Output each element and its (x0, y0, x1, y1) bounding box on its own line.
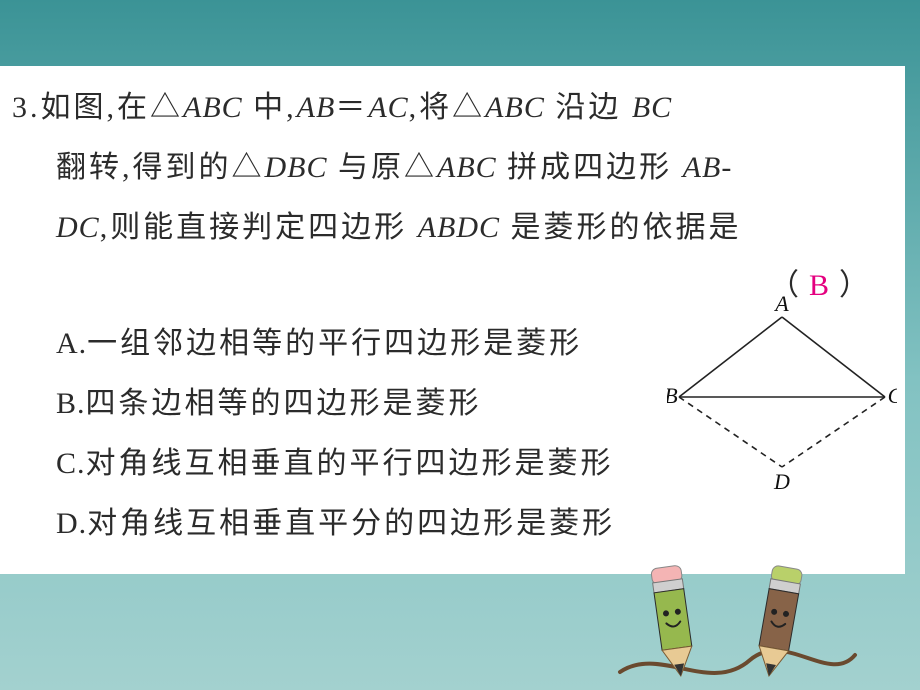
stem-line-1: 3.如图,在△ABC 中,AB＝AC,将△ABC 沿边 BC (12, 78, 891, 138)
stem-line-2: 翻转,得到的△DBC 与原△ABC 拼成四边形 AB- (12, 138, 891, 198)
content-box: 3.如图,在△ABC 中,AB＝AC,将△ABC 沿边 BC 翻转,得到的△DB… (0, 66, 905, 574)
answer-letter: B (799, 269, 839, 302)
option-c: C.对角线互相垂直的平行四边形是菱形 (12, 434, 891, 494)
option-d: D.对角线互相垂直平分的四边形是菱形 (12, 494, 891, 554)
options: A.一组邻边相等的平行四边形是菱形 B.四条边相等的四边形是菱形 C.对角线互相… (12, 314, 891, 554)
paren-close: ） (839, 269, 869, 302)
pencil-illustration (600, 560, 860, 690)
stem-line-3: DC,则能直接判定四边形 ABDC 是菱形的依据是 (12, 198, 891, 258)
option-b: B.四条边相等的四边形是菱形 (12, 374, 891, 434)
paren-open: （ (769, 269, 799, 302)
answer-row: （B） (12, 258, 891, 314)
option-a: A.一组邻边相等的平行四边形是菱形 (12, 314, 891, 374)
question-number: 3. (12, 91, 41, 124)
